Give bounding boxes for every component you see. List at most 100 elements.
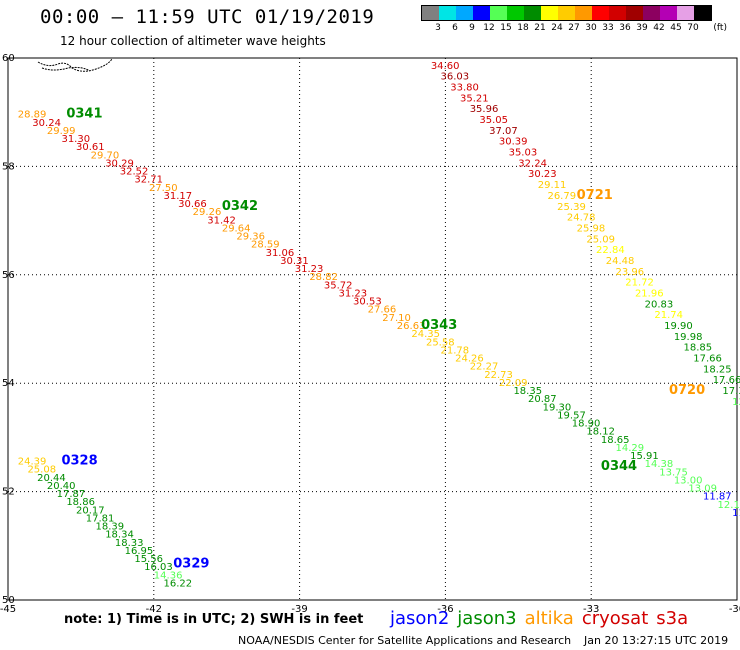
wave-height-value: 30.24 [32,118,61,129]
legend-label: (ft) [713,23,727,33]
wave-height-value: 28.59 [251,240,280,251]
wave-height-value: 25.08 [27,465,56,476]
track-label: 0329 [173,556,209,571]
wave-height-value: 33.80 [450,83,479,94]
wave-height-value: 14.38 [645,459,674,470]
wave-height-value: 32.52 [120,167,149,178]
wave-height-value: 12.91 [732,397,740,408]
legend-color-bar [421,5,712,21]
wave-height-value: 22.09 [499,378,528,389]
wave-height-value: 18.12 [586,427,615,438]
wave-height-value: 31.23 [295,264,324,275]
track-label: 0344 [601,459,637,474]
wave-height-value: 28.82 [309,272,338,283]
track-label: 0328 [61,454,97,469]
legend-label: 24 [551,23,563,33]
wave-height-value: 20.87 [528,394,557,405]
legend-label: 45 [670,23,682,33]
wave-height-value: 35.03 [509,148,538,159]
legend-label: 33 [602,23,614,33]
wave-height-value: 13.00 [674,475,703,486]
wave-height-value: 12.18 [718,500,740,511]
wave-height-value: 22.84 [596,245,625,256]
wave-height-value: 19.57 [557,410,586,421]
wave-height-value: 18.34 [105,530,134,541]
legend-swatch [507,6,524,20]
wave-height-value: 35.96 [470,104,499,115]
wave-height-value: 29.64 [222,223,251,234]
wave-height-value: 27.50 [149,183,178,194]
wave-height-value: 17.87 [57,489,86,500]
wave-height-value: 31.17 [164,191,193,202]
map-subtitle: 12 hour collection of altimeter wave hei… [60,34,326,48]
wave-height-value: 23.96 [616,267,645,278]
wave-height-value: 24.26 [455,354,484,365]
wave-height-value: 25.09 [586,234,615,245]
wave-height-value: 20.83 [645,299,674,310]
legend-label: 18 [517,23,529,33]
wave-height-value: 24.78 [567,213,596,224]
legend-label: 12 [483,23,495,33]
wave-height-value: 31.42 [207,215,236,226]
wave-height-value: 24.48 [606,256,635,267]
lon-tick-label: -45 [0,604,16,615]
wave-height-value: 31.06 [266,248,295,259]
wave-height-value: 19.90 [664,321,693,332]
wave-height-value: 31.30 [61,134,90,145]
wave-height-value: 25.98 [577,223,606,234]
legend-swatch [439,6,456,20]
wave-height-value: 14.29 [616,443,645,454]
coastline [37,58,113,72]
wave-height-value: 19.30 [543,402,572,413]
lon-tick-label: -33 [583,604,599,615]
track-label: 0343 [421,318,457,333]
wave-height-value: 29.99 [47,126,76,137]
legend-label: 42 [653,23,665,33]
wave-height-value: 17.81 [86,513,115,524]
wave-height-value: 14.36 [154,570,183,581]
wave-height-value: 20.44 [37,473,66,484]
wave-height-value: 24.39 [18,457,47,468]
footer-credit: NOAA/NESDIS Center for Satellite Applica… [238,634,572,647]
legend-swatch [524,6,541,20]
wave-height-value: 32.24 [518,158,547,169]
wave-height-value: 21.72 [625,278,654,289]
legend-swatch [609,6,626,20]
satellite-s3a: s3a [656,608,689,629]
lat-tick-label: 56 [2,270,15,281]
legend-label: 70 [687,23,699,33]
wave-height-value: 29.26 [193,207,222,218]
wave-height-value: 29.11 [538,180,567,191]
legend-swatch [660,6,677,20]
legend-swatch [473,6,490,20]
legend-swatch [592,6,609,20]
satellite-cryosat: cryosat [581,608,649,629]
wave-height-value: 26.63 [397,321,426,332]
wave-height-value: 28.89 [18,110,47,121]
legend-swatch [490,6,507,20]
wave-height-value: 21.78 [441,345,470,356]
wave-height-value: 19.98 [674,332,703,343]
footer-timestamp: Jan 20 13:27:15 UTC 2019 [584,634,729,647]
wave-height-value: 16.22 [164,578,193,589]
wave-height-value: 11.63 [732,508,740,519]
lat-tick-label: 52 [2,487,15,498]
wave-height-value: 37.07 [489,126,518,137]
wave-height-value: 18.90 [572,419,601,430]
wave-height-value: 30.23 [528,169,557,180]
map-title: 00:00 – 11:59 UTC 01/19/2019 [40,6,375,28]
wave-height-legend: 3 6 9 12 15 18 21 24 27 30 33 36 39 42 45 70 (ft) [421,5,727,35]
wave-height-value: 13.75 [659,467,688,478]
legend-label: 9 [469,23,475,33]
legend-swatch [541,6,558,20]
legend-swatch [456,6,473,20]
wave-height-value: 27.10 [382,313,411,324]
wave-height-value: 30.53 [353,297,382,308]
lon-tick-label: -42 [146,604,162,615]
wave-height-value: 35.05 [479,115,508,126]
lon-tick-label: -30 [729,604,740,615]
wave-height-value: 16.95 [125,546,154,557]
legend-swatch [694,6,711,20]
wave-height-value: 27.66 [368,305,397,316]
